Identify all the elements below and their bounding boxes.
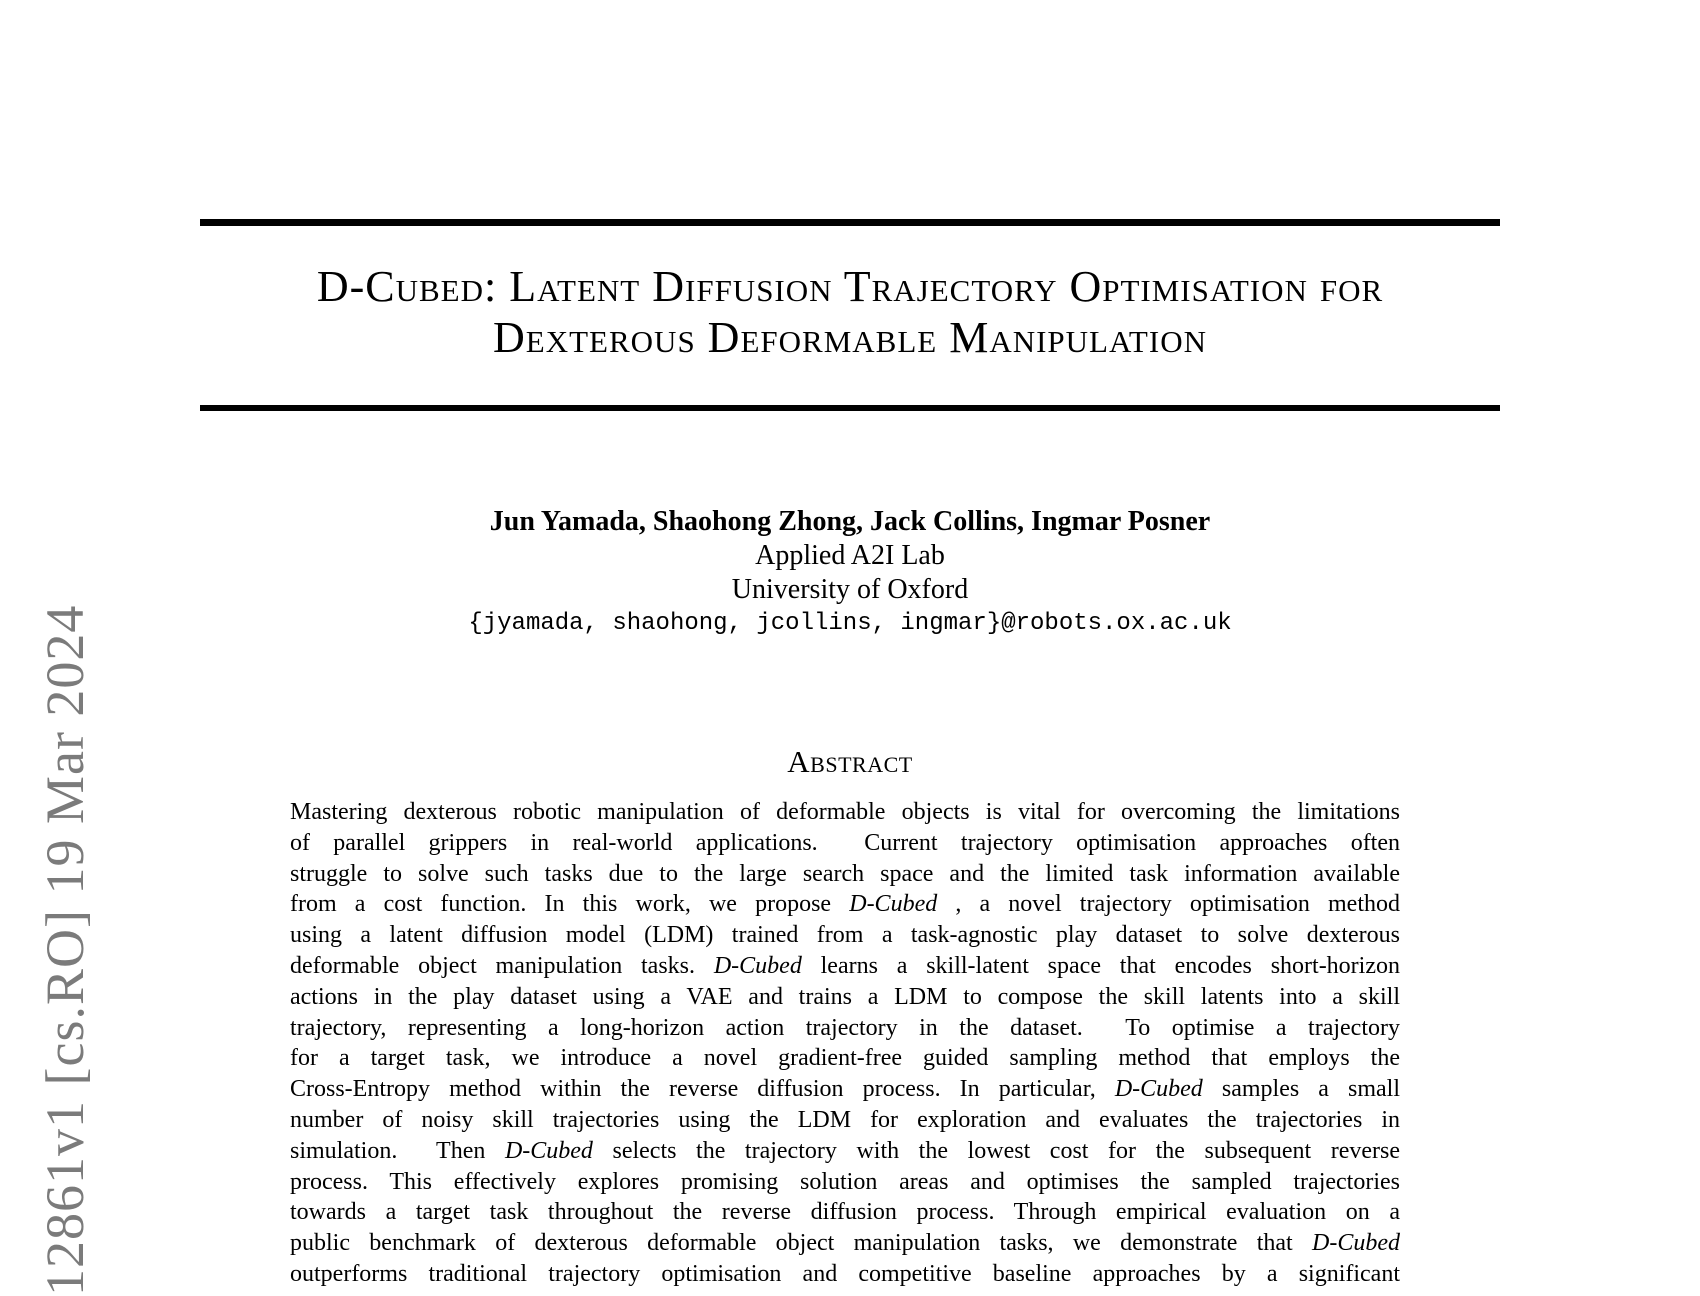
abstract-line: of parallel grippers in real-world appli… <box>290 829 1400 856</box>
abstract-line: Cross-Entropy method within the reverse … <box>290 1076 1400 1103</box>
arxiv-watermark: 12861v1 [cs.RO] 19 Mar 2024 <box>35 604 95 1296</box>
abstract-line: simulation. Then D-Cubed selects the tra… <box>290 1137 1400 1164</box>
abstract-line: struggle to solve such tasks due to the … <box>290 860 1400 887</box>
author-lab: Applied A2I Lab <box>755 540 945 571</box>
title-rule-top <box>200 219 1500 226</box>
method-name-italic: D-Cubed <box>849 891 938 918</box>
method-name-italic: D-Cubed <box>1114 1076 1203 1103</box>
abstract-line: deformable object manipulation tasks. D-… <box>290 952 1400 979</box>
abstract-line: from a cost function. In this work, we p… <box>290 891 1401 918</box>
paper-title: D-Cubed: Latent Diffusion Trajectory Opt… <box>200 261 1500 363</box>
abstract-line: towards a target task throughout the rev… <box>290 1199 1400 1226</box>
abstract-line: public benchmark of dexterous deformable… <box>290 1230 1400 1257</box>
abstract-lines: Mastering dexterous robotic manipulation… <box>290 797 1400 1290</box>
abstract-line: number of noisy skill trajectories using… <box>290 1106 1400 1133</box>
author-names: Jun Yamada, Shaohong Zhong, Jack Collins… <box>489 506 1211 537</box>
method-name-italic: D-Cubed <box>1312 1230 1400 1257</box>
abstract-heading: Abstract <box>787 744 913 779</box>
abstract-line: trajectory, representing a long-horizon … <box>290 1014 1400 1041</box>
abstract-line: actions in the play dataset using a VAE … <box>290 983 1400 1010</box>
method-name-italic: D-Cubed <box>713 952 802 979</box>
title-rule-bottom <box>200 405 1500 411</box>
method-name-italic: D-Cubed <box>504 1137 593 1164</box>
author-email: {jyamada, shaohong, jcollins, ingmar}@ro… <box>468 610 1232 637</box>
abstract-line: process. This effectively explores promi… <box>290 1168 1400 1195</box>
abstract-line: for a target task, we introduce a novel … <box>290 1045 1400 1072</box>
paper-title-line-2: Dexterous Deformable Manipulation <box>493 313 1207 362</box>
abstract-line: Mastering dexterous robotic manipulation… <box>290 799 1400 825</box>
author-institution: University of Oxford <box>731 574 969 605</box>
abstract-line: outperforms traditional trajectory optim… <box>290 1260 1400 1287</box>
author-block: Jun Yamada, Shaohong Zhong, Jack Collins… <box>200 504 1500 640</box>
paper-title-line-1: D-Cubed: Latent Diffusion Trajectory Opt… <box>316 262 1384 311</box>
abstract-line: using a latent diffusion model (LDM) tra… <box>290 922 1400 949</box>
